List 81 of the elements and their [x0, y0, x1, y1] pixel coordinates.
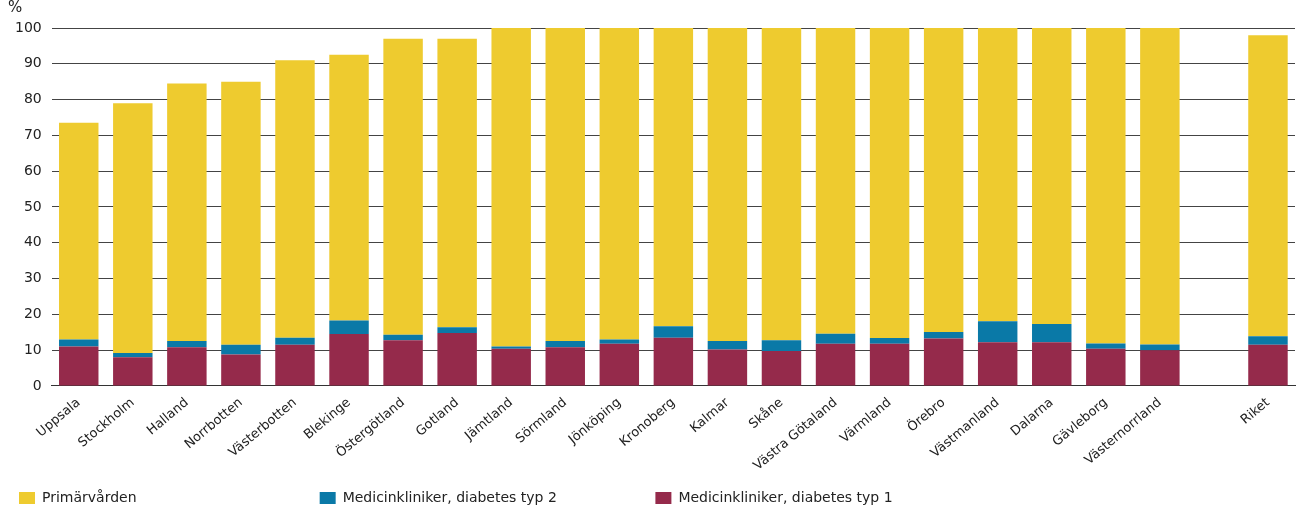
bar: [329, 334, 369, 386]
y-tick-label: 20: [23, 305, 42, 322]
bar: [869, 343, 910, 386]
bar: [977, 321, 1018, 343]
bar: [1140, 28, 1180, 345]
y-tick-label: 90: [23, 54, 42, 71]
bar: [869, 338, 910, 344]
bar: [383, 38, 423, 335]
bar: [1032, 324, 1072, 343]
legend-label: Primärvården: [42, 488, 306, 505]
y-tick-label: 40: [23, 233, 42, 250]
bar: [329, 54, 369, 321]
bar: [599, 28, 640, 340]
y-tick-label: 30: [23, 269, 42, 286]
legend-label: Medicinkliniker, diabetes typ 1: [678, 488, 978, 505]
bar: [275, 337, 315, 345]
bar: [977, 28, 1018, 322]
bar: [1140, 350, 1180, 386]
y-tick-label: 10: [23, 340, 42, 357]
bar: [329, 320, 369, 335]
bar: [761, 28, 802, 341]
bar: [653, 326, 694, 338]
bar: [167, 83, 207, 341]
bar: [545, 28, 585, 341]
bar: [113, 357, 153, 386]
bar: [383, 340, 423, 386]
bar: [1086, 28, 1126, 344]
bar: [491, 346, 531, 349]
y-tick-label: 100: [14, 18, 42, 35]
bar: [815, 333, 856, 344]
bar: [437, 327, 477, 334]
bar: [167, 340, 207, 348]
bar: [707, 349, 748, 386]
bar: [113, 103, 153, 354]
y-tick-label: 60: [23, 161, 42, 178]
y-tick-label: 70: [23, 126, 42, 143]
bar: [1032, 28, 1072, 325]
bar: [59, 346, 99, 386]
bar: [869, 28, 910, 339]
bar: [1248, 35, 1288, 337]
bar: [113, 353, 153, 358]
bar: [599, 343, 640, 386]
bar: [221, 81, 261, 345]
bar: [59, 339, 99, 347]
bar: [437, 333, 477, 386]
bar: [1248, 336, 1288, 345]
y-tick-label: 80: [23, 90, 42, 107]
bar: [1086, 343, 1126, 349]
bar: [653, 337, 694, 386]
bar: [275, 344, 315, 386]
bar: [923, 338, 964, 386]
bar: [761, 350, 802, 386]
bar: [977, 342, 1018, 386]
bar: [545, 347, 585, 386]
bar: [437, 38, 477, 328]
bar: [491, 348, 531, 386]
bar: [653, 28, 694, 327]
bar: [1032, 342, 1072, 386]
bar: [923, 28, 964, 332]
bar: [707, 340, 748, 350]
bar: [815, 343, 856, 386]
bar: [545, 340, 585, 348]
bar: [275, 60, 315, 338]
y-tick-label: 0: [32, 376, 42, 393]
bar: [1140, 344, 1180, 351]
bar: [599, 339, 640, 344]
bar: [707, 28, 748, 341]
bar: [1248, 344, 1288, 386]
legend-label: Medicinkliniker, diabetes typ 2: [342, 488, 642, 505]
bar: [491, 28, 531, 347]
bar: [59, 122, 99, 340]
bar: [221, 354, 261, 386]
bar: [383, 334, 423, 341]
bar: [761, 340, 802, 351]
bar: [167, 347, 207, 386]
bar: [1086, 348, 1126, 386]
y-axis-title: %: [7, 0, 23, 17]
bar: [221, 344, 261, 355]
y-tick-label: 50: [23, 197, 42, 214]
bar: [923, 331, 964, 339]
bar: [815, 28, 856, 334]
